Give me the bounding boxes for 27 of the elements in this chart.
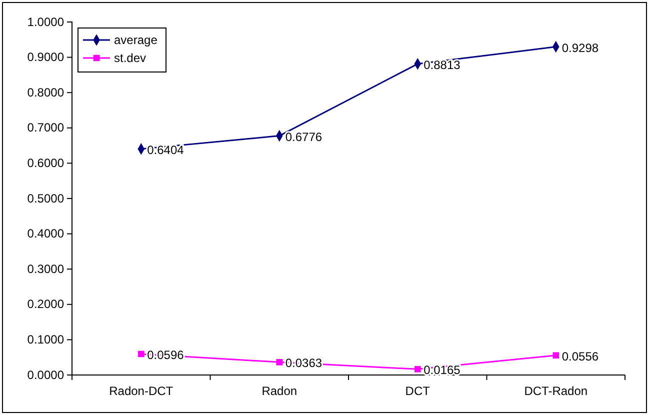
y-tick-label: 0.6000 bbox=[27, 156, 64, 170]
y-tick-label: 0.5000 bbox=[27, 191, 64, 206]
data-label: 0.0556 bbox=[562, 349, 599, 364]
x-tick-label: DCT-Radon bbox=[524, 384, 588, 398]
data-label: 0.9298 bbox=[562, 40, 599, 55]
legend-label: average bbox=[114, 33, 158, 47]
point bbox=[276, 359, 283, 366]
data-label: 0.8813 bbox=[424, 58, 461, 72]
point bbox=[552, 352, 560, 359]
y-tick-label: 0.2000 bbox=[27, 297, 64, 312]
y-tick-label: 0.9000 bbox=[27, 50, 64, 64]
x-tick-label: Radon-DCT bbox=[109, 384, 174, 398]
y-tick-label: 0.7000 bbox=[27, 120, 64, 135]
y-tick-label: 0.1000 bbox=[27, 332, 64, 347]
y-tick-label: 0.3000 bbox=[27, 262, 64, 276]
point bbox=[414, 366, 421, 372]
data-label: 0.6404 bbox=[147, 142, 184, 157]
x-tick-label: DCT bbox=[405, 384, 431, 398]
x-tick-label: Radon bbox=[262, 384, 298, 398]
data-label: 0.6776 bbox=[285, 130, 322, 144]
y-tick-label: 0.4000 bbox=[27, 226, 64, 241]
y-tick-label: 0.0000 bbox=[27, 368, 64, 382]
point bbox=[138, 350, 144, 358]
y-tick-label: 0.8000 bbox=[27, 85, 64, 100]
data-label: 0.0165 bbox=[424, 363, 461, 378]
legend-label: st.dev bbox=[114, 51, 146, 65]
y-tick-label: 1.0000 bbox=[27, 14, 64, 29]
